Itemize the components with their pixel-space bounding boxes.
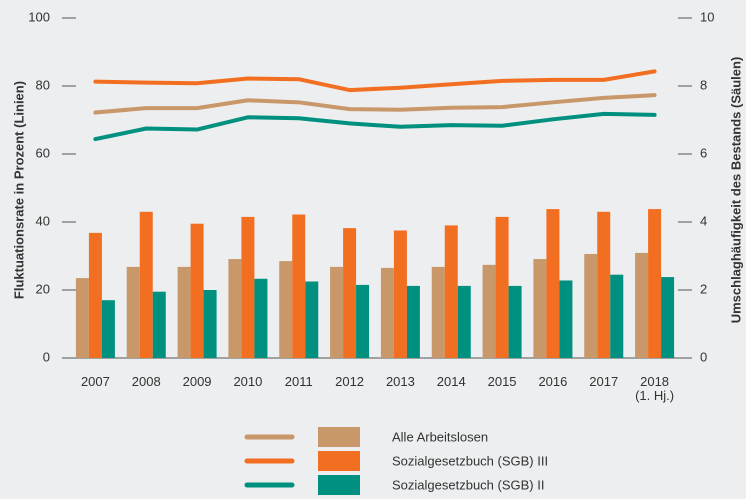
bar xyxy=(610,274,624,358)
bar xyxy=(648,209,662,358)
bar xyxy=(139,211,153,358)
bar xyxy=(597,211,611,358)
x-tick-label: 2018 (1. Hj.) xyxy=(635,374,675,403)
y-tick-label: 80 xyxy=(36,77,50,92)
bar xyxy=(279,261,293,358)
bar xyxy=(330,266,344,358)
y2-tick-label: 6 xyxy=(700,145,707,160)
x-tick-label: 2012 xyxy=(335,374,365,389)
y-tick-label: 100 xyxy=(28,9,50,24)
bar xyxy=(546,209,560,358)
y2-tick-label: 0 xyxy=(700,349,707,364)
x-tick-label: 2017 xyxy=(589,374,619,389)
line xyxy=(93,69,657,93)
bar xyxy=(431,266,445,358)
bar xyxy=(508,285,522,358)
x-tick-label: 2013 xyxy=(385,374,415,389)
legend-label: Alle Arbeitslosen xyxy=(392,429,488,444)
line xyxy=(93,111,657,142)
legend-label: Sozialgesetzbuch (SGB) II xyxy=(392,477,544,492)
y-tick-label: 40 xyxy=(36,213,50,228)
bar xyxy=(393,230,407,358)
bar xyxy=(444,225,458,358)
bar xyxy=(584,253,598,358)
bar xyxy=(380,267,394,358)
y-tick-label: 60 xyxy=(36,145,50,160)
legend-label: Sozialgesetzbuch (SGB) III xyxy=(392,453,548,468)
bar xyxy=(292,214,306,358)
bar xyxy=(177,266,191,358)
x-tick-label: 2011 xyxy=(284,374,313,389)
bar xyxy=(661,277,675,358)
x-tick-label: 2015 xyxy=(487,374,517,389)
line xyxy=(93,93,657,115)
bar xyxy=(635,252,649,358)
bar xyxy=(406,285,420,358)
legend-bar xyxy=(318,475,360,495)
x-tick-label: 2007 xyxy=(80,374,110,389)
bar xyxy=(75,278,89,358)
bar xyxy=(457,285,471,358)
bar xyxy=(482,264,496,358)
x-tick-label: 2016 xyxy=(538,374,568,389)
y-tick-label: 0 xyxy=(43,349,50,364)
x-tick-label: 2014 xyxy=(436,374,466,389)
y-tick-label: 20 xyxy=(36,281,50,296)
bar xyxy=(533,259,547,358)
x-tick-label: 2009 xyxy=(182,374,212,389)
y2-tick-label: 2 xyxy=(700,281,707,296)
bar xyxy=(152,291,166,358)
legend-bar xyxy=(318,451,360,471)
bar xyxy=(495,216,509,358)
bar xyxy=(241,216,255,358)
y2-tick-label: 4 xyxy=(700,213,707,228)
bar xyxy=(126,266,140,358)
y2-axis-label: Umschlaghäufigkeit des Bestands (Säulen) xyxy=(728,57,743,324)
x-tick-label: 2010 xyxy=(233,374,263,389)
bar xyxy=(305,281,319,358)
bar xyxy=(101,300,115,358)
bar xyxy=(559,280,573,358)
legend-bar xyxy=(318,427,360,447)
bar xyxy=(228,259,242,358)
bar xyxy=(343,228,357,358)
bar xyxy=(190,223,204,358)
y-axis-label: Fluktuationsrate in Prozent (Linien) xyxy=(11,81,26,299)
bar xyxy=(88,232,102,358)
bar xyxy=(203,290,217,358)
y2-tick-label: 10 xyxy=(700,9,714,24)
bar xyxy=(254,278,268,358)
bar xyxy=(356,284,370,358)
y2-tick-label: 8 xyxy=(700,77,707,92)
x-tick-label: 2008 xyxy=(131,374,161,389)
